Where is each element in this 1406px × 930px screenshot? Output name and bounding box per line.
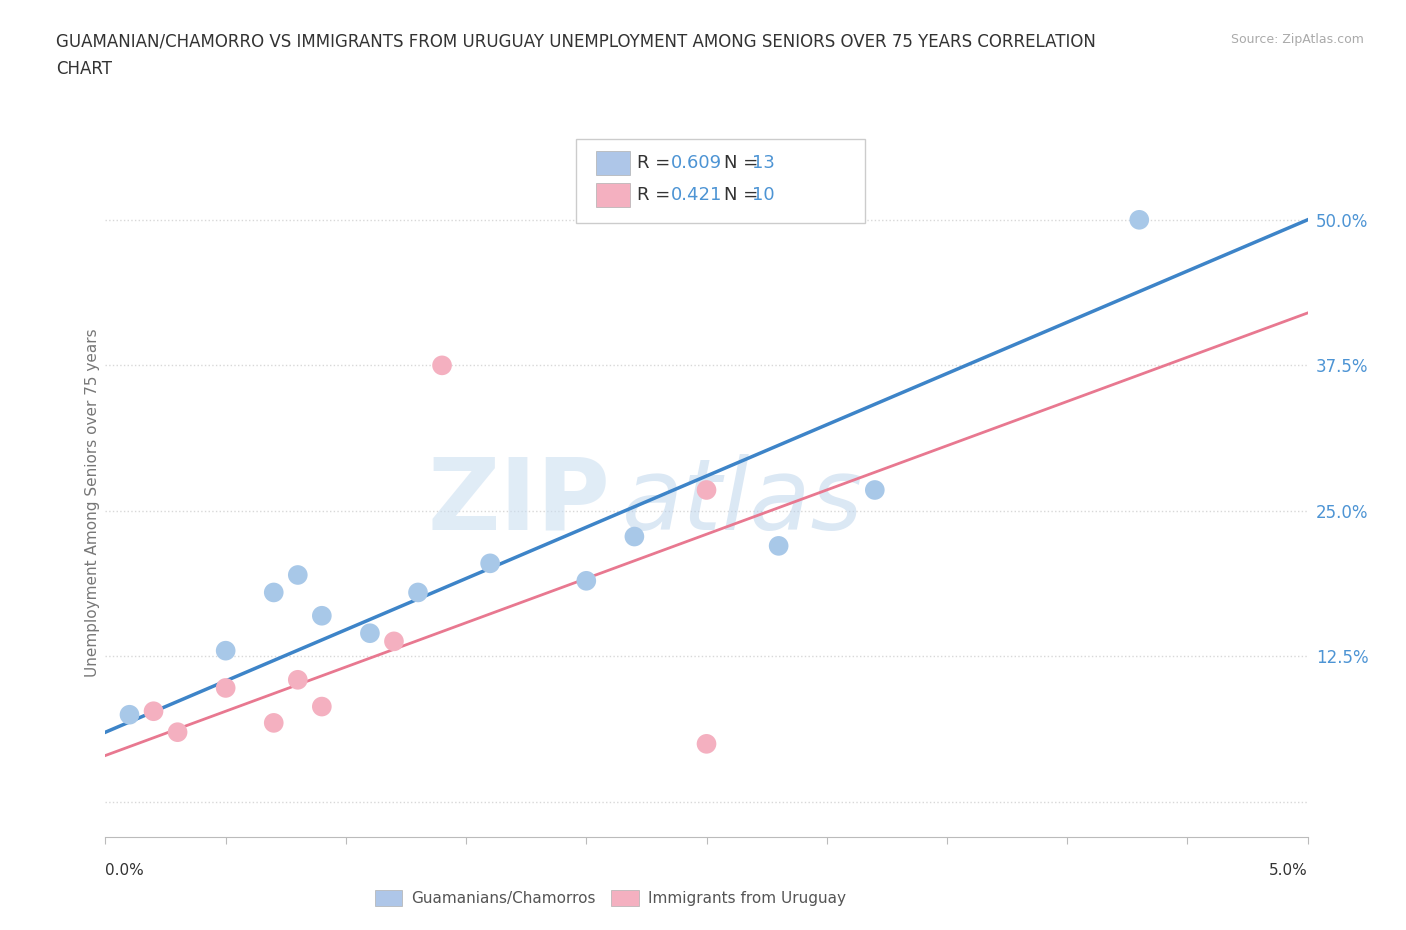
Point: [287, 567, 309, 582]
Text: R =: R =: [637, 186, 682, 205]
Text: N =: N =: [724, 186, 763, 205]
Text: 13: 13: [752, 153, 775, 172]
Point: [863, 483, 886, 498]
Point: [1128, 212, 1150, 227]
Text: atlas: atlas: [623, 454, 865, 551]
Text: 0.0%: 0.0%: [105, 863, 145, 878]
Text: CHART: CHART: [56, 60, 112, 78]
Text: Source: ZipAtlas.com: Source: ZipAtlas.com: [1230, 33, 1364, 46]
Point: [768, 538, 790, 553]
Text: 5.0%: 5.0%: [1268, 863, 1308, 878]
Text: R =: R =: [637, 153, 676, 172]
Point: [214, 644, 236, 658]
Point: [430, 358, 453, 373]
Y-axis label: Unemployment Among Seniors over 75 years: Unemployment Among Seniors over 75 years: [84, 328, 100, 676]
Point: [406, 585, 429, 600]
Point: [263, 585, 285, 600]
Point: [311, 699, 333, 714]
Point: [214, 681, 236, 696]
Text: 0.421: 0.421: [671, 186, 723, 205]
Point: [166, 724, 188, 739]
Text: 0.609: 0.609: [671, 153, 721, 172]
Point: [311, 608, 333, 623]
Point: [118, 708, 141, 723]
Text: GUAMANIAN/CHAMORRO VS IMMIGRANTS FROM URUGUAY UNEMPLOYMENT AMONG SENIORS OVER 75: GUAMANIAN/CHAMORRO VS IMMIGRANTS FROM UR…: [56, 33, 1097, 50]
Point: [575, 574, 598, 589]
Point: [696, 483, 718, 498]
Point: [263, 715, 285, 730]
Text: 10: 10: [752, 186, 775, 205]
Point: [359, 626, 381, 641]
Point: [287, 672, 309, 687]
Point: [479, 556, 502, 571]
Point: [142, 704, 165, 719]
Point: [382, 634, 405, 649]
Point: [696, 737, 718, 751]
Legend: Guamanians/Chamorros, Immigrants from Uruguay: Guamanians/Chamorros, Immigrants from Ur…: [375, 890, 846, 907]
Text: N =: N =: [724, 153, 763, 172]
Text: ZIP: ZIP: [427, 454, 610, 551]
Point: [623, 529, 645, 544]
